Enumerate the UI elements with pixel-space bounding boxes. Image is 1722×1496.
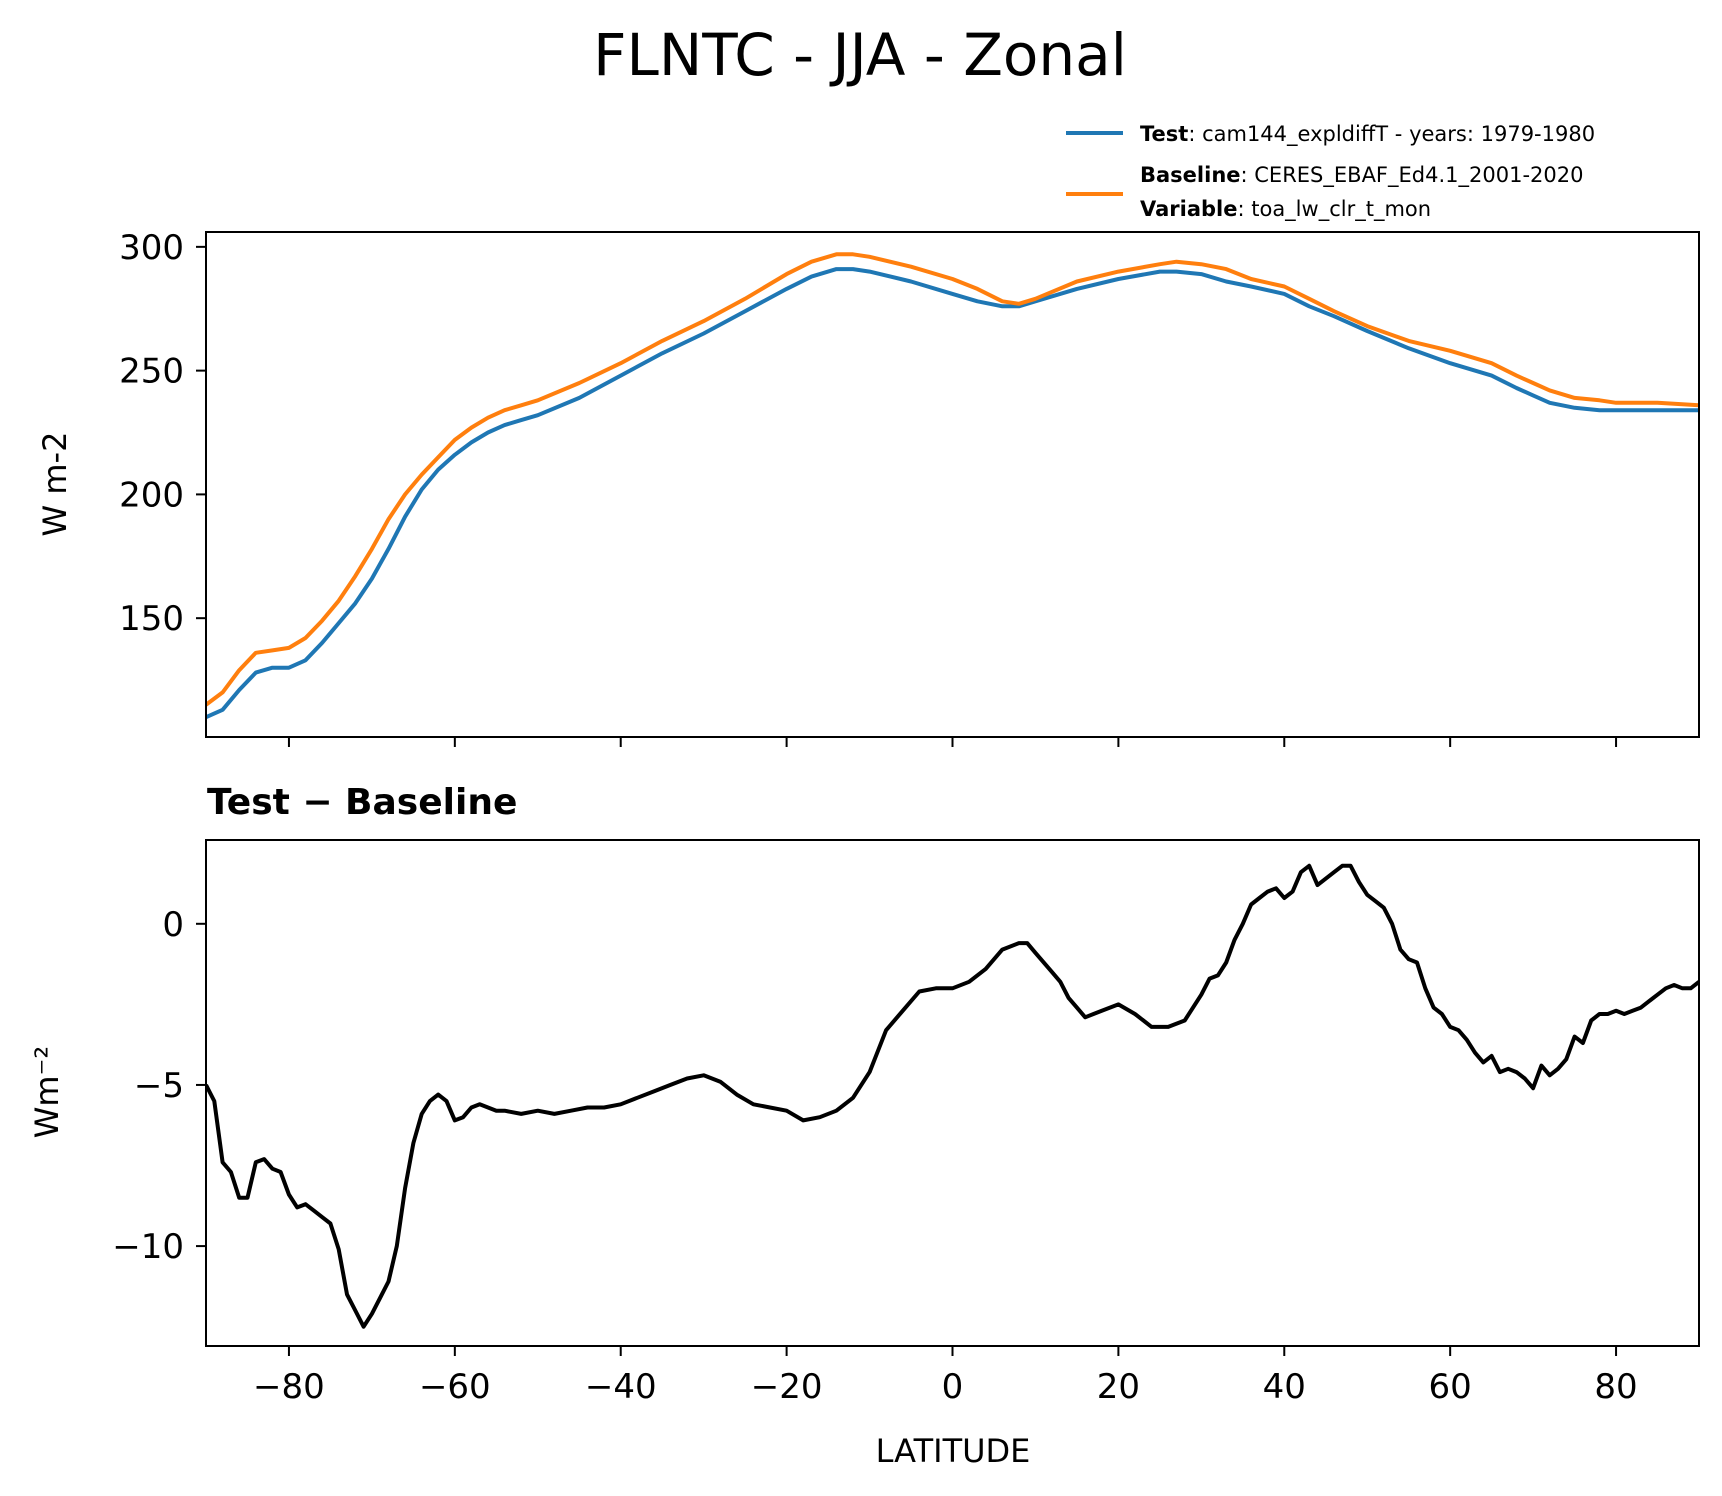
top-series-line-1 bbox=[206, 252, 1699, 707]
bottom-x-axis-ticks: −80 −60 −40 −20 0 20 40 60 80 bbox=[253, 1346, 1638, 1407]
top-y-tick-label: 200 bbox=[119, 475, 184, 515]
legend: Test: cam144_expldiffT - years: 1979-198… bbox=[1066, 122, 1595, 222]
x-tick-label: 80 bbox=[1594, 1367, 1637, 1407]
x-axis-label: LATITUDE bbox=[876, 1432, 1031, 1470]
legend-test-text: Test: cam144_expldiffT - years: 1979-198… bbox=[1140, 122, 1595, 147]
bottom-panel-title: Test − Baseline bbox=[207, 782, 517, 823]
bottom-plot-frame bbox=[205, 839, 1700, 1347]
top-panel: 150 200 250 300 W m-2 bbox=[36, 228, 1700, 747]
bottom-series-group bbox=[206, 863, 1699, 1329]
x-tick-label: 60 bbox=[1429, 1367, 1472, 1407]
top-plot-frame bbox=[205, 231, 1700, 738]
legend-baseline-text: Baseline: CERES_EBAF_Ed4.1_2001-2020 bbox=[1140, 163, 1583, 188]
bottom-series-line-0 bbox=[206, 863, 1699, 1329]
x-tick-label: 0 bbox=[942, 1367, 964, 1407]
x-tick-label: −40 bbox=[585, 1367, 657, 1407]
bottom-y-tick-label: 0 bbox=[162, 905, 184, 945]
top-y-axis-label: W m-2 bbox=[36, 432, 74, 537]
bottom-y-axis-label: Wm⁻² bbox=[28, 1046, 66, 1139]
x-tick-label: 40 bbox=[1263, 1367, 1306, 1407]
x-tick-label: 20 bbox=[1097, 1367, 1140, 1407]
top-y-tick-label: 300 bbox=[119, 228, 184, 268]
top-y-tick-label: 250 bbox=[119, 352, 184, 392]
bottom-y-tick-label: −5 bbox=[134, 1066, 184, 1106]
bottom-y-axis-ticks: 0 −5 −10 bbox=[112, 905, 206, 1267]
figure-title: FLNTC - JJA - Zonal bbox=[593, 21, 1127, 89]
top-series-group bbox=[206, 252, 1699, 720]
top-x-axis-ticks bbox=[287, 737, 1618, 747]
x-tick-label: −20 bbox=[751, 1367, 823, 1407]
top-series-line-0 bbox=[206, 267, 1699, 720]
top-y-axis-ticks: 150 200 250 300 bbox=[119, 228, 206, 639]
legend-variable-text: Variable: toa_lw_clr_t_mon bbox=[1140, 197, 1431, 222]
x-tick-label: −80 bbox=[253, 1367, 325, 1407]
bottom-y-tick-label: −10 bbox=[112, 1227, 184, 1267]
top-y-tick-label: 150 bbox=[119, 599, 184, 639]
bottom-panel: Test − Baseline 0 −5 −10 −80 −60 −40 −20 0 20 40… bbox=[28, 782, 1700, 1470]
x-tick-label: −60 bbox=[419, 1367, 491, 1407]
